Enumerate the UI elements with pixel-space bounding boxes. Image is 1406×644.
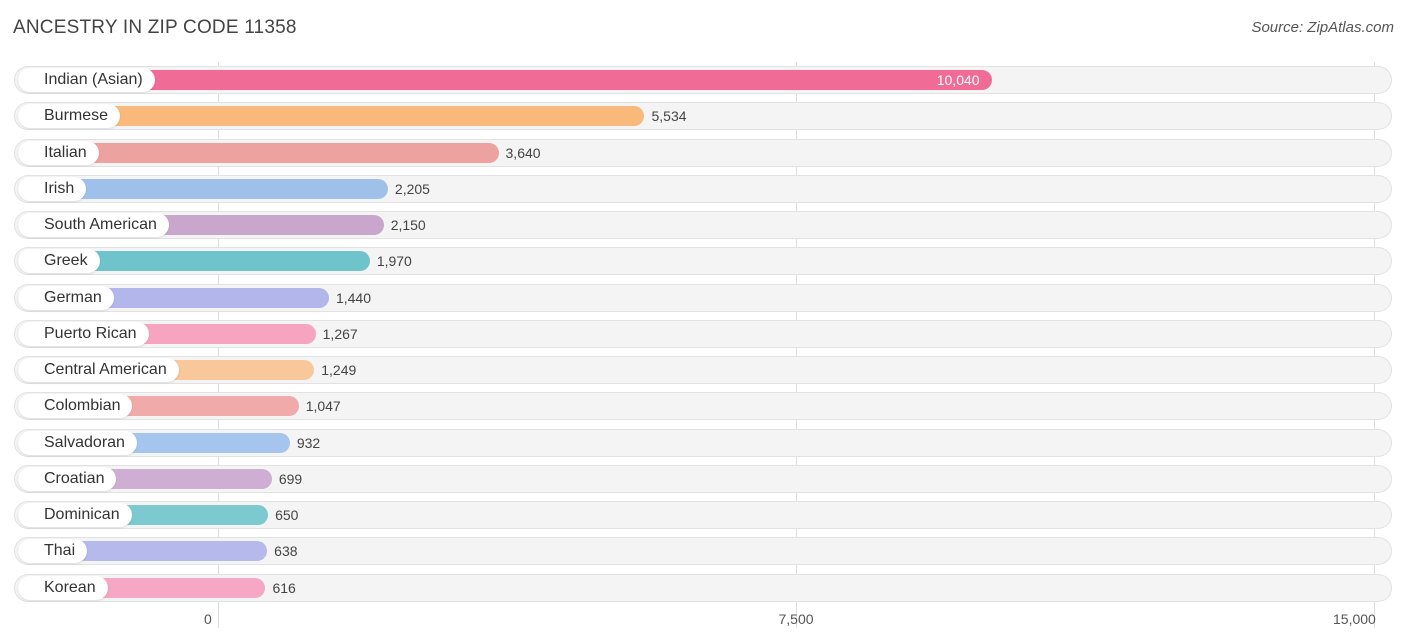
bar-value-label: 3,640: [505, 144, 541, 161]
x-tick-label: 15,000: [1333, 611, 1376, 627]
bar-category-label: Central American: [18, 358, 179, 382]
bar-value-label: 10,040: [936, 72, 980, 88]
bar-value-label: 1,970: [376, 253, 412, 270]
bar-category-label: Thai: [18, 539, 88, 564]
bar-category-label: Greek: [18, 249, 100, 274]
bar-category-label: Puerto Rican: [18, 321, 149, 346]
bar-value-label: 1,249: [321, 362, 357, 378]
bar-value-label: 650: [275, 507, 299, 523]
x-tick-label: 7,500: [778, 611, 814, 627]
bar-category-label: South American: [18, 213, 169, 237]
bar-category-label: Indian (Asian): [18, 68, 155, 92]
x-tick-label: 0: [204, 611, 212, 627]
bar-value-label: 2,150: [390, 217, 426, 233]
bar-value-label: 1,440: [335, 289, 372, 306]
bar-value-label: 5,534: [651, 108, 687, 125]
bar-value-label: 699: [278, 470, 303, 487]
bar-value-label: 1,267: [322, 325, 358, 342]
bar-category-label: Colombian: [18, 394, 133, 419]
bar-category-label: German: [18, 285, 114, 310]
bar[interactable]: [18, 251, 370, 272]
chart-title: ANCESTRY IN ZIP CODE 11358: [13, 17, 297, 38]
bar[interactable]: [18, 70, 992, 90]
bar[interactable]: [18, 106, 645, 127]
bar[interactable]: [18, 178, 388, 199]
bar-category-label: Italian: [18, 140, 99, 165]
bar[interactable]: [18, 142, 499, 163]
bar-category-label: Burmese: [18, 104, 121, 129]
bar-value-label: 2,205: [394, 180, 430, 197]
bar-value-label: 1,047: [305, 398, 341, 415]
bar-category-label: Salvadoran: [18, 430, 137, 455]
bar-value-label: 932: [296, 434, 321, 451]
bar-category-label: Dominican: [18, 503, 132, 527]
bar-value-label: 638: [274, 543, 298, 560]
bar-category-label: Irish: [18, 176, 87, 201]
bar-value-label: 616: [272, 579, 296, 596]
bar-category-label: Croatian: [18, 466, 117, 491]
bar-category-label: Korean: [18, 575, 108, 600]
chart-source: Source: ZipAtlas.com: [1251, 19, 1394, 36]
